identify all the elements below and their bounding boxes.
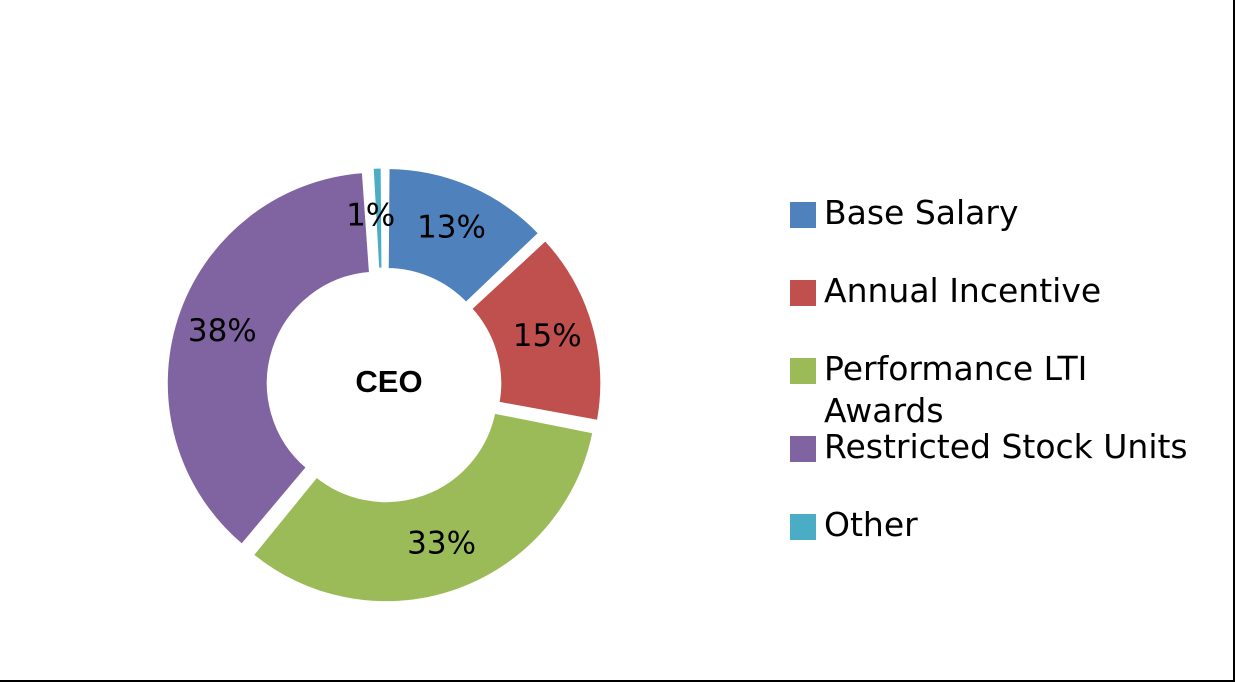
- slice-annual-incentive: [468, 237, 604, 424]
- data-label-base-salary: 13%: [417, 209, 486, 245]
- legend-swatch-annual-incentive: [790, 280, 816, 306]
- legend-label-performance-lti-awards: Performance LTI Awards: [824, 349, 1088, 430]
- legend-swatch-restricted-stock-units: [790, 436, 816, 462]
- donut-chart: 13% 15% 33% 38% 1% CEO: [164, 165, 604, 605]
- legend-label-other: Other: [824, 505, 918, 544]
- legend-label-restricted-stock-units: Restricted Stock Units: [824, 427, 1188, 466]
- center-label: CEO: [355, 364, 422, 399]
- data-label-performance-lti-awards: 33%: [407, 525, 476, 561]
- data-label-annual-incentive: 15%: [513, 318, 582, 354]
- donut-slices: [164, 165, 604, 605]
- legend-swatch-performance-lti-awards: [790, 358, 816, 384]
- data-label-other: 1%: [346, 198, 395, 234]
- slice-other: [370, 165, 385, 271]
- slice-performance-lti-awards: [250, 410, 596, 605]
- legend-swatch-base-salary: [790, 202, 816, 228]
- legend-label-base-salary: Base Salary: [824, 193, 1019, 232]
- legend-label-annual-incentive: Annual Incentive: [824, 271, 1102, 310]
- slice-base-salary: [385, 165, 542, 306]
- slice-restricted-stock-units: [164, 170, 373, 548]
- data-label-restricted-stock-units: 38%: [188, 313, 257, 349]
- legend-swatch-other: [790, 514, 816, 540]
- slice-labels: 13% 15% 33% 38% 1%: [188, 198, 582, 562]
